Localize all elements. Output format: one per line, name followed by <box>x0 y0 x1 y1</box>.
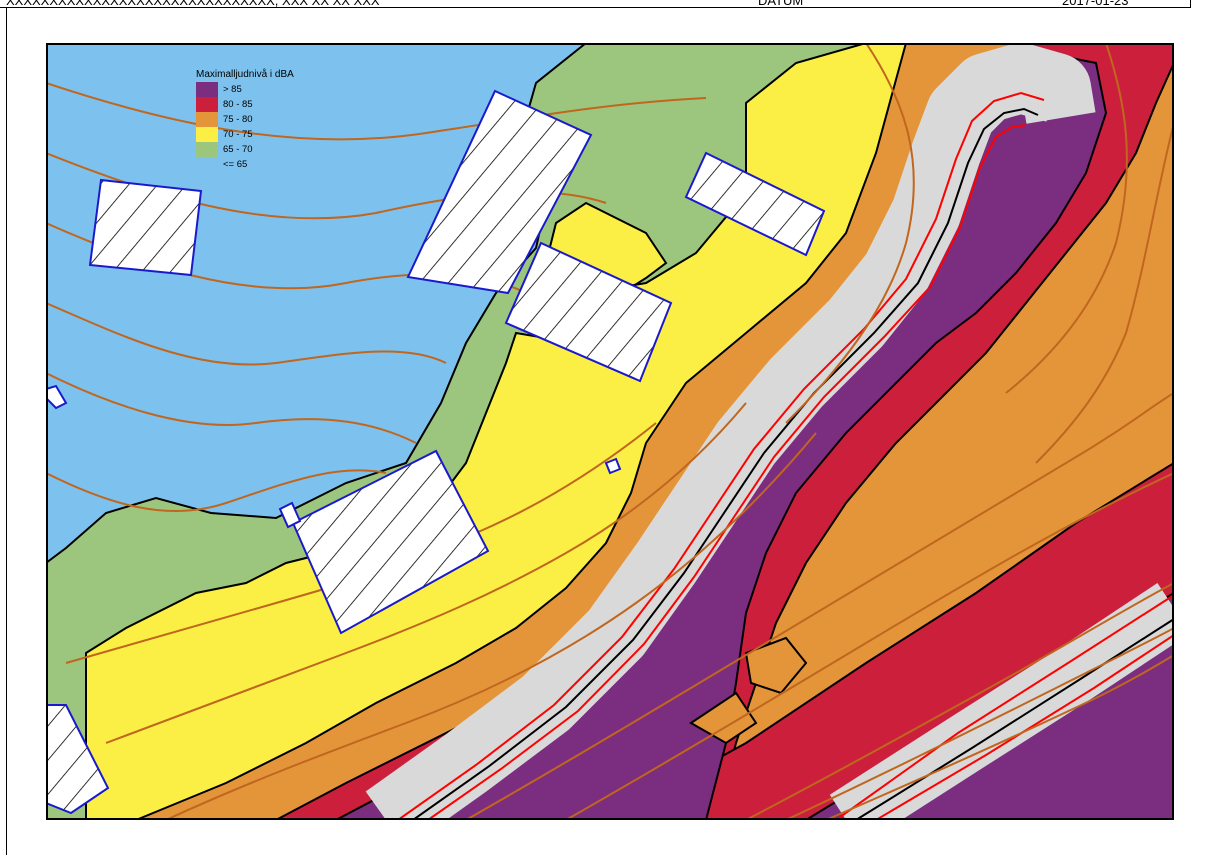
legend-label: > 85 <box>223 84 242 95</box>
legend-item: <= 65 <box>196 157 326 172</box>
legend: Maximalljudnivå i dBA > 85 80 - 85 75 - … <box>196 69 326 172</box>
page-left-rule <box>6 8 7 855</box>
header-edge <box>1190 0 1191 8</box>
buildings <box>46 89 826 815</box>
legend-item: 65 - 70 <box>196 142 326 157</box>
header-rule <box>0 7 1190 8</box>
noise-map[interactable] <box>46 43 1174 820</box>
legend-item: 80 - 85 <box>196 97 326 112</box>
building-6 <box>46 704 110 815</box>
zone-pocket-2 <box>689 691 758 745</box>
legend-swatch <box>196 112 218 127</box>
road-red-line-1 <box>397 91 1045 820</box>
legend-item: 70 - 75 <box>196 127 326 142</box>
zone-pocket-1 <box>744 636 808 695</box>
header-date-label: DATUM <box>758 0 804 8</box>
legend-label: 70 - 75 <box>223 129 253 140</box>
legend-label: <= 65 <box>223 159 248 170</box>
building-7 <box>46 384 68 410</box>
map-frame <box>46 43 1174 820</box>
road-lower <box>829 582 1174 820</box>
header-date-value: 2017-01-23 <box>1062 0 1129 8</box>
legend-item: 75 - 80 <box>196 112 326 127</box>
building-5 <box>291 449 490 635</box>
legend-item: > 85 <box>196 82 326 97</box>
legend-swatch <box>196 97 218 112</box>
road-lower-black <box>855 618 1174 820</box>
building-9 <box>278 501 302 529</box>
legend-swatch-none <box>196 157 218 172</box>
legend-label: 80 - 85 <box>223 99 253 110</box>
building-3 <box>504 241 673 383</box>
legend-label: 75 - 80 <box>223 114 253 125</box>
road-main <box>365 43 1096 820</box>
legend-label: 65 - 70 <box>223 144 253 155</box>
page-header: XXXXXXXXXXXXXXXXXXXXXXXXXXXXXXX, XXX XX … <box>0 0 1208 12</box>
road-lower-red-2 <box>875 634 1174 820</box>
legend-swatch <box>196 127 218 142</box>
building-2 <box>406 89 593 295</box>
legend-title: Maximalljudnivå i dBA <box>196 69 294 80</box>
building-1 <box>88 178 203 277</box>
road-lower-red-1 <box>835 594 1174 820</box>
header-left-text: XXXXXXXXXXXXXXXXXXXXXXXXXXXXXXX, XXX XX … <box>6 0 380 8</box>
building-8 <box>604 457 622 475</box>
legend-swatch <box>196 82 218 97</box>
road-red-line-2 <box>427 124 1027 820</box>
road-black-line <box>412 107 1039 820</box>
legend-swatch <box>196 142 218 157</box>
building-4 <box>684 151 826 257</box>
